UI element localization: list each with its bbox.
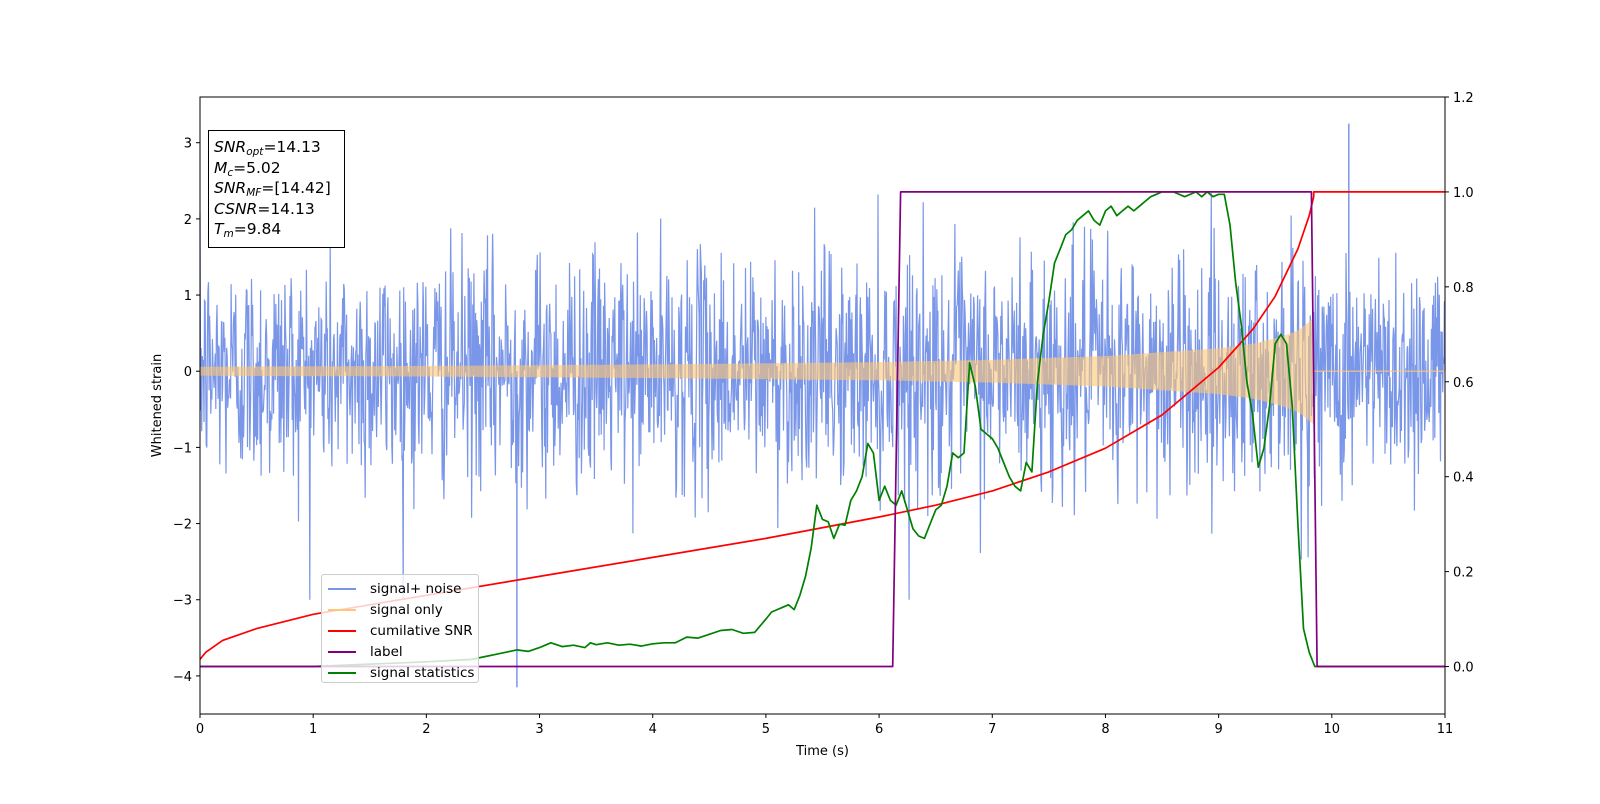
y2-tick-label: 0.0 — [1453, 661, 1474, 676]
legend-swatch — [328, 629, 356, 632]
x-tick-label: 11 — [1437, 722, 1454, 737]
legend-item-cumulative-snr: cumilative SNR — [328, 621, 478, 642]
y-tick-label: 3 — [184, 137, 192, 152]
legend-item-signal-only: signal only — [328, 600, 478, 621]
y2-tick-label: 0.8 — [1453, 281, 1474, 296]
x-axis-label: Time (s) — [795, 744, 849, 759]
y-tick-label: −4 — [173, 670, 192, 685]
x-tick-label: 9 — [1214, 722, 1222, 737]
y-axis-left: −4 −3 −2 −1 0 1 2 3 — [173, 137, 200, 685]
y2-tick-label: 1.2 — [1453, 91, 1474, 106]
y-tick-label: −2 — [173, 518, 192, 533]
series-cumilative-snr — [199, 191, 1445, 660]
x-axis: 0 1 2 3 4 5 6 7 8 9 10 11 — [196, 714, 1453, 737]
annotation-line-snr-mf: SNRMF=[14.42] — [214, 179, 331, 199]
legend-item-signal-noise: signal+ noise — [328, 579, 478, 600]
x-tick-label: 2 — [422, 722, 430, 737]
legend-swatch — [328, 671, 356, 674]
annotation-line-csnr: CSNR=14.13 — [214, 199, 315, 218]
annotation-line-snr-opt: SNRopt=14.13 — [214, 138, 321, 158]
x-tick-label: 5 — [762, 722, 770, 737]
plot-area — [199, 123, 1446, 688]
x-tick-label: 0 — [196, 722, 204, 737]
series-signal-noise — [199, 192, 1446, 600]
annotation-line-merger-time: Tm=9.84 — [214, 220, 282, 240]
x-tick-label: 4 — [649, 722, 657, 737]
axes-frame — [199, 96, 1446, 715]
x-tick-label: 10 — [1324, 722, 1341, 737]
y-tick-label: 0 — [184, 365, 192, 380]
y2-tick-label: 0.4 — [1453, 471, 1474, 486]
legend: signal+ noise signal only cumilative SNR… — [321, 574, 479, 683]
annotation-line-chirp-mass: Mc=5.02 — [214, 158, 281, 179]
series-signal-only — [200, 317, 1314, 425]
legend-item-signal-statistics: signal statistics — [328, 662, 478, 683]
x-tick-label: 7 — [988, 722, 996, 737]
y-tick-label: −3 — [173, 594, 192, 609]
y-axis-right: 0.0 0.2 0.4 0.6 0.8 1.0 1.2 — [1445, 91, 1474, 676]
legend-swatch — [328, 609, 356, 612]
y-tick-label: −1 — [173, 441, 192, 456]
y-tick-label: 2 — [184, 213, 192, 228]
legend-swatch — [328, 650, 356, 653]
y-axis-label: Whitened strain — [150, 354, 165, 457]
series-signal-statistics — [200, 191, 1445, 668]
x-tick-label: 6 — [875, 722, 883, 737]
legend-item-label: label — [328, 641, 478, 662]
x-tick-label: 8 — [1101, 722, 1109, 737]
series-label — [200, 191, 1445, 668]
legend-swatch — [328, 588, 356, 591]
annotation-box: SNRopt=14.13 Mc=5.02 SNRMF=[14.42] CSNR=… — [208, 130, 345, 248]
y-tick-label: 1 — [184, 289, 192, 304]
x-tick-label: 3 — [535, 722, 543, 737]
y2-tick-label: 0.2 — [1453, 566, 1474, 581]
y2-tick-label: 0.6 — [1453, 376, 1474, 391]
y2-tick-label: 1.0 — [1453, 186, 1474, 201]
x-tick-label: 1 — [309, 722, 317, 737]
